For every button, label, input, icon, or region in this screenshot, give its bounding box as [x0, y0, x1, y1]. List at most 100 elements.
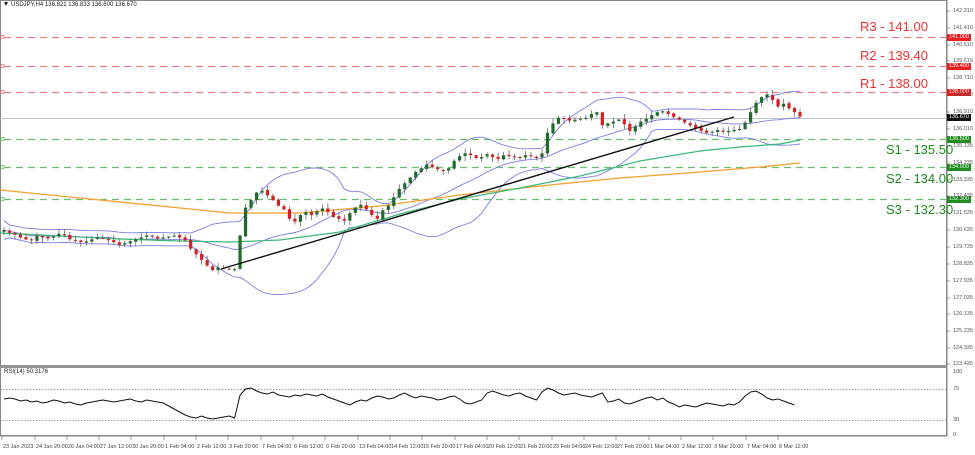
price-tick-label: 127.035	[953, 294, 973, 301]
bear-candle	[194, 249, 198, 255]
time-tick-label: 27 Jan 12:00	[100, 444, 132, 450]
bull-candle	[501, 155, 506, 160]
price-tick-label: 142.310	[953, 7, 973, 14]
rsi-line	[3, 387, 795, 420]
rsi-label-100: 100	[953, 369, 963, 375]
bear-candle	[567, 118, 572, 121]
time-tick-label: 24 Jan 20:00	[36, 444, 68, 450]
price-tick-label: 129.735	[953, 243, 973, 250]
bear-candle	[441, 169, 445, 172]
price-tick-label: 128.835	[953, 260, 973, 267]
bull-candle	[128, 241, 132, 244]
bull-candle	[480, 157, 484, 159]
main-panel-frame	[0, 0, 947, 366]
bear-candle	[683, 119, 687, 123]
bull-candle	[381, 210, 385, 220]
time-tick-label: 26 Jan 04:00	[68, 444, 100, 450]
bull-candle	[386, 205, 390, 211]
moving-average-long	[0, 162, 801, 214]
time-tick-label: 23 Jan 2023	[3, 444, 34, 450]
bear-candle	[375, 215, 379, 219]
bear-candle	[68, 235, 72, 240]
bear-candle	[677, 117, 681, 120]
bull-candle	[485, 154, 489, 157]
rsi-label-30: 30	[953, 417, 960, 423]
badge-s1: 135.500	[947, 136, 971, 143]
badge-r1: 138.000	[947, 89, 971, 96]
bull-candle	[655, 112, 659, 116]
level-anchor-icon[interactable]	[0, 35, 5, 39]
price-tick-label: 136.010	[953, 125, 973, 132]
bear-candle	[331, 211, 335, 217]
bull-candle	[134, 239, 138, 242]
bear-candle	[666, 111, 670, 115]
time-tick-label: 1 Feb 04:00	[165, 444, 195, 450]
bull-candle	[243, 207, 248, 237]
bull-candle	[573, 119, 577, 122]
bull-candle	[458, 156, 462, 161]
badge-current-price: 136.670	[947, 114, 971, 121]
time-tick-label: 8 Feb 12:00	[294, 444, 324, 450]
bull-candle	[161, 237, 165, 239]
bull-candle	[447, 168, 451, 171]
bear-candle	[490, 154, 495, 158]
time-tick-label: 15 Feb 20:00	[423, 444, 456, 450]
bull-candle	[123, 243, 127, 245]
bear-candle	[430, 164, 434, 168]
bull-candle	[556, 117, 561, 124]
time-tick-label: 9 Feb 20:00	[326, 444, 356, 450]
time-tick-label: 20 Feb 12:00	[488, 444, 521, 450]
bull-candle	[425, 164, 429, 169]
bear-candle	[282, 206, 286, 210]
bear-candle	[287, 209, 292, 219]
bear-candle	[117, 242, 121, 245]
level-anchor-icon[interactable]	[0, 64, 5, 68]
bear-candle	[309, 211, 314, 216]
time-tick-label: 8 Mar 12:00	[779, 444, 809, 450]
ascending-trendline[interactable]	[220, 116, 735, 270]
bull-candle	[754, 102, 758, 113]
bear-candle	[265, 190, 270, 196]
bull-candle	[463, 153, 467, 156]
bear-candle	[436, 167, 440, 170]
bear-candle	[518, 156, 522, 158]
dropdown-triangle-icon[interactable]	[4, 2, 8, 7]
bull-candle	[716, 129, 720, 132]
bull-candle	[249, 200, 253, 208]
price-tick-label: 130.635	[953, 226, 973, 233]
bull-candle	[578, 118, 583, 120]
bear-candle	[705, 130, 709, 133]
bull-candle	[408, 177, 412, 184]
bull-candle	[589, 114, 593, 118]
bull-candle	[145, 235, 149, 237]
level-label-s3: S3 - 132.30	[886, 202, 954, 217]
price-tick-label: 138.710	[953, 74, 973, 81]
bull-candle	[606, 123, 610, 126]
bear-candle	[337, 216, 341, 219]
level-label-s1: S1 - 135.50	[886, 142, 954, 157]
bull-candle	[661, 111, 665, 113]
bear-candle	[694, 124, 698, 129]
bear-candle	[200, 254, 204, 260]
bull-candle	[743, 122, 747, 130]
bear-candle	[469, 153, 473, 156]
bull-candle	[2, 230, 6, 232]
bull-candle	[172, 235, 176, 237]
level-anchor-icon[interactable]	[0, 197, 5, 201]
bear-candle	[227, 268, 231, 270]
level-anchor-icon[interactable]	[0, 90, 5, 94]
time-tick-label: 30 Jan 20:00	[132, 444, 164, 450]
bull-candle	[551, 123, 555, 134]
bull-candle	[353, 207, 357, 213]
symbol-header: USDJPY,H4 136.821 136.833 136.600 136.67…	[4, 2, 137, 8]
price-tick-label: 135.135	[953, 142, 973, 149]
bull-candle	[139, 237, 143, 239]
level-anchor-icon[interactable]	[0, 165, 5, 169]
bull-candle	[617, 119, 621, 121]
bear-candle	[787, 103, 791, 109]
bear-candle	[562, 118, 566, 120]
level-anchor-icon[interactable]	[0, 137, 5, 141]
bull-candle	[298, 215, 303, 222]
bull-candle	[84, 241, 88, 243]
